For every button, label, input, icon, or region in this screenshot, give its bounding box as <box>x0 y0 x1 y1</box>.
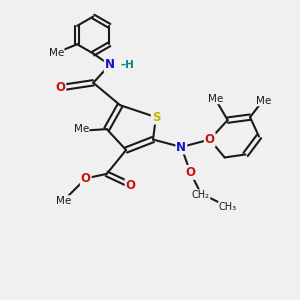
Text: CH₂: CH₂ <box>192 190 210 200</box>
Text: N: N <box>105 58 115 71</box>
Text: Me: Me <box>56 196 72 206</box>
Text: –H: –H <box>120 60 134 70</box>
Text: Me: Me <box>74 124 89 134</box>
Text: O: O <box>81 172 91 185</box>
Text: Me: Me <box>208 94 223 103</box>
Text: Me: Me <box>49 48 64 58</box>
Text: O: O <box>126 179 136 192</box>
Text: O: O <box>205 133 215 146</box>
Text: N: N <box>176 140 186 154</box>
Text: Me: Me <box>256 96 271 106</box>
Text: O: O <box>56 81 65 94</box>
Text: CH₃: CH₃ <box>219 202 237 212</box>
Text: S: S <box>152 111 160 124</box>
Text: O: O <box>185 166 195 179</box>
